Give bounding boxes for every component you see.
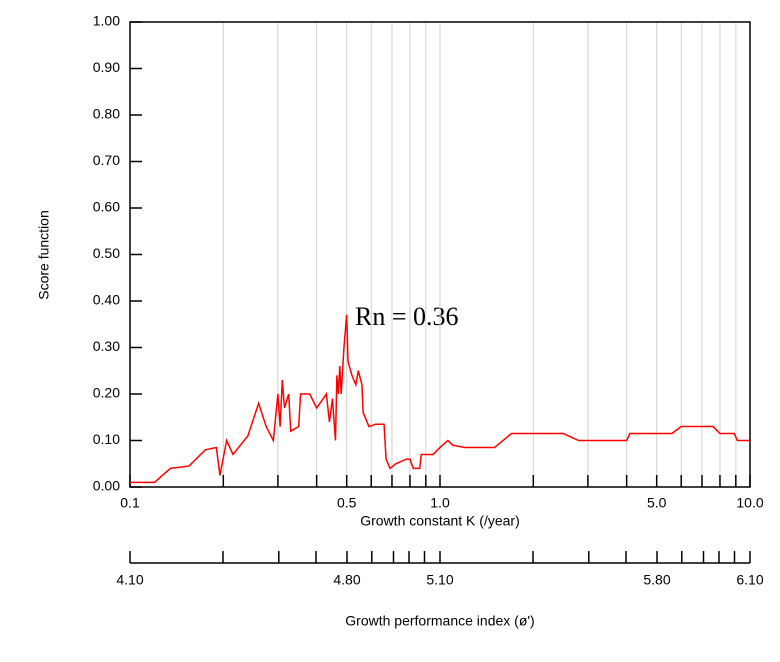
x2-axis-label: Growth performance index (ø') bbox=[345, 613, 534, 629]
x2-tick-label: 5.80 bbox=[643, 572, 670, 588]
y-tick-label: 0.20 bbox=[93, 385, 120, 401]
y-tick-label: 0.40 bbox=[93, 292, 120, 308]
x-axis-label: Growth constant K (/year) bbox=[360, 513, 520, 529]
x2-tick-label: 4.80 bbox=[333, 572, 360, 588]
x2-tick-label: 4.10 bbox=[116, 572, 143, 588]
y-tick-label: 0.10 bbox=[93, 431, 120, 447]
x2-tick-label: 5.10 bbox=[426, 572, 453, 588]
y-tick-label: 0.00 bbox=[93, 478, 120, 494]
y-tick-label: 0.60 bbox=[93, 199, 120, 215]
x-tick-label: 0.1 bbox=[120, 495, 140, 511]
x-tick-label: 5.0 bbox=[647, 495, 667, 511]
y-tick-label: 0.70 bbox=[93, 152, 120, 168]
x2-tick-label: 6.10 bbox=[736, 572, 763, 588]
y-tick-label: 0.80 bbox=[93, 106, 120, 122]
x-tick-label: 0.5 bbox=[337, 495, 357, 511]
x-tick-label: 10.0 bbox=[736, 495, 763, 511]
annotation: Rn = 0.36 bbox=[355, 302, 459, 331]
plot-frame bbox=[129, 21, 751, 488]
x-tick-label: 1.0 bbox=[430, 495, 450, 511]
series-line bbox=[130, 314, 750, 484]
y-tick-label: 0.50 bbox=[93, 245, 120, 261]
y-tick-label: 0.90 bbox=[93, 59, 120, 75]
y-tick-label: 1.00 bbox=[93, 13, 120, 29]
y-tick-label: 0.30 bbox=[93, 338, 120, 354]
y-axis-label: Score function bbox=[36, 210, 52, 300]
